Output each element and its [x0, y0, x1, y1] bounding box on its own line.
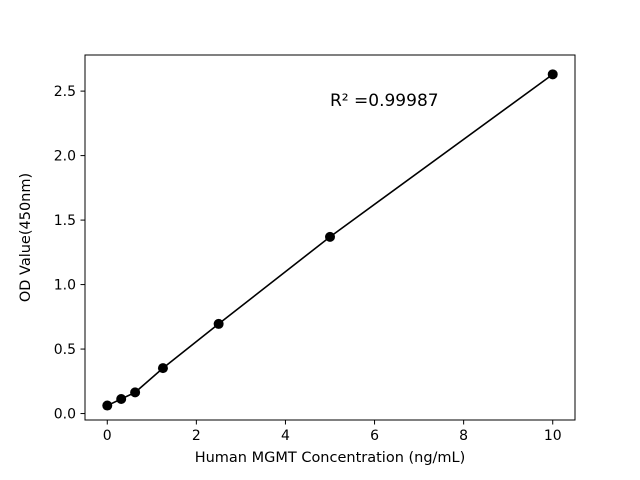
data-point — [157, 363, 168, 374]
x-axis-label: Human MGMT Concentration (ng/mL) — [195, 450, 466, 466]
y-tick-label: 2.0 — [54, 149, 76, 165]
data-point — [547, 69, 558, 80]
x-tick-label: 2 — [192, 428, 201, 444]
y-tick-label: 1.0 — [54, 278, 76, 294]
data-point — [325, 231, 335, 242]
y-tick-label: 0.0 — [54, 407, 76, 423]
data-point — [130, 387, 141, 398]
data-point — [102, 400, 113, 411]
x-tick-label: 6 — [370, 428, 379, 444]
x-tick-label: 8 — [459, 428, 468, 444]
x-tick-label: 0 — [103, 428, 112, 444]
y-tick-label: 2.5 — [54, 84, 76, 100]
y-axis-label: OD Value(450nm) — [18, 173, 34, 302]
plot-border — [84, 54, 576, 421]
x-tick-label: 10 — [544, 428, 562, 444]
x-tick-label: 4 — [281, 428, 290, 444]
data-point — [213, 318, 224, 329]
r-squared-annotation: R² =0.99987 — [330, 91, 439, 111]
data-point — [116, 393, 127, 404]
y-tick-label: 0.5 — [54, 342, 76, 358]
y-tick-label: 1.5 — [54, 213, 76, 229]
